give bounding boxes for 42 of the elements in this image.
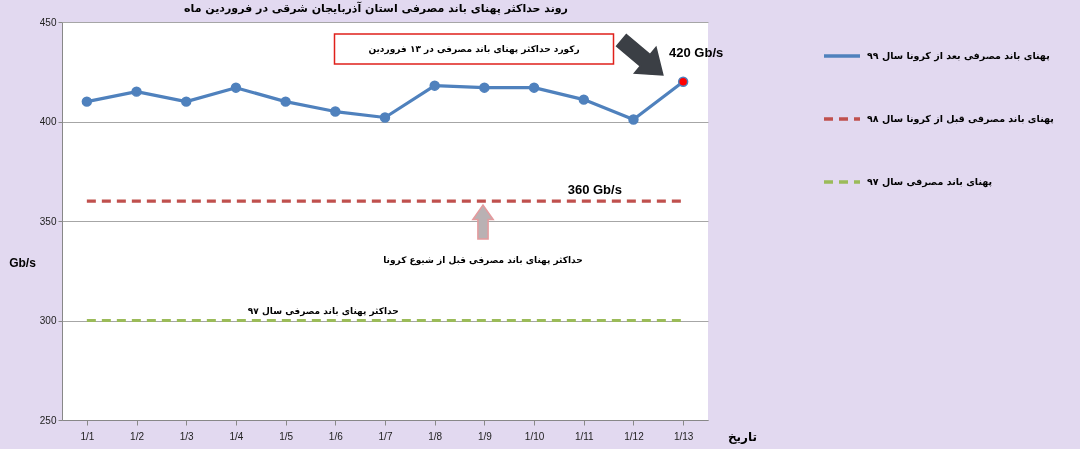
legend-label: پهنای باند مصرفی سال ۹۷ [867, 176, 993, 188]
x-tick-label: 1/11 [574, 430, 595, 442]
annotation: رکورد حداکثر پهنای باند مصرفی در ۱۳ فروردین [368, 44, 580, 55]
annotation: حداکثر پهنای باند مصرفی قبل از شیوع کرونا [383, 255, 583, 266]
x-tick-label: 1/5 [279, 430, 294, 442]
point [429, 80, 440, 91]
point [181, 96, 192, 107]
annotation: 420 Gb/s [669, 44, 724, 60]
legend-label: پهنای باند مصرفی بعد از کرونا سال ۹۹ [867, 50, 1050, 62]
y-tick-label: 450 [39, 16, 57, 28]
point [230, 82, 242, 93]
point [280, 96, 291, 107]
y-axis-title: Gb/s [9, 255, 37, 270]
annotation: 360 Gb/s [567, 182, 622, 198]
y-tick-label: 250 [39, 414, 57, 426]
point [81, 96, 93, 107]
x-tick-label: 1/4 [229, 430, 244, 442]
x-tick-label: 1/13 [673, 430, 694, 442]
point [379, 112, 391, 123]
y-tick-label: 400 [39, 116, 57, 127]
x-tick-label: 1/12 [624, 430, 645, 442]
point [578, 94, 589, 105]
annotation: حداکثر پهنای باند مصرفی سال ۹۷ [247, 305, 399, 317]
point [677, 76, 689, 87]
y-tick-label: 350 [39, 215, 57, 227]
point [528, 82, 540, 93]
x-tick-label: 1/7 [378, 430, 393, 442]
y-tick-label: 300 [39, 315, 57, 326]
point [479, 82, 490, 93]
x-tick-label: 1/10 [524, 430, 545, 442]
x-axis-title: تاریخ [727, 429, 758, 444]
point [131, 86, 142, 97]
chart-title: روند حداکثر پهنای باند مصرفی استان آذربایجان شرقی در فروردین ماه [184, 1, 568, 15]
x-tick-label: 1/1 [80, 430, 95, 442]
x-tick-label: 1/2 [130, 430, 145, 442]
x-tick-label: 1/9 [477, 430, 493, 442]
legend-label: پهنای باند مصرفی قبل از کرونا سال ۹۸ [867, 113, 1054, 125]
x-tick-label: 1/8 [428, 430, 443, 442]
x-tick-label: 1/3 [179, 430, 195, 442]
x-tick-label: 1/6 [328, 430, 344, 442]
point [628, 114, 639, 125]
point [330, 106, 341, 117]
